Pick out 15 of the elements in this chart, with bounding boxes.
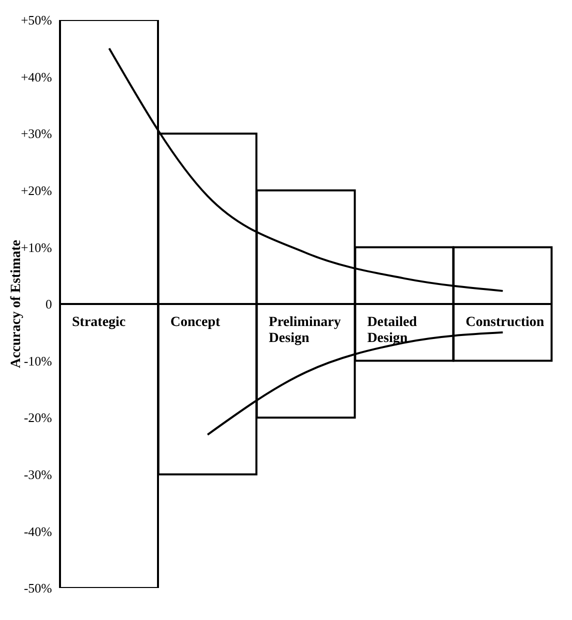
x-tick-label: Preliminary Design [268, 315, 341, 346]
x-tick-label: Concept [170, 315, 221, 330]
y-tick-label: +20% [20, 183, 52, 198]
y-tick-label: 0 [46, 296, 52, 312]
y-tick-label: -10% [24, 353, 52, 368]
y-tick-label: -40% [24, 524, 52, 539]
y-tick-label: +40% [20, 69, 52, 84]
y-tick-label: -30% [24, 467, 52, 482]
y-tick-label: -20% [24, 410, 52, 426]
x-tick-label: Construction [466, 315, 544, 330]
y-tick-label: +50% [20, 12, 52, 28]
y-tick-label: -50% [24, 580, 52, 596]
x-tick-label: Strategic [72, 315, 126, 330]
x-tick-label: Detailed Design [367, 315, 418, 346]
y-tick-label: +30% [20, 126, 52, 142]
